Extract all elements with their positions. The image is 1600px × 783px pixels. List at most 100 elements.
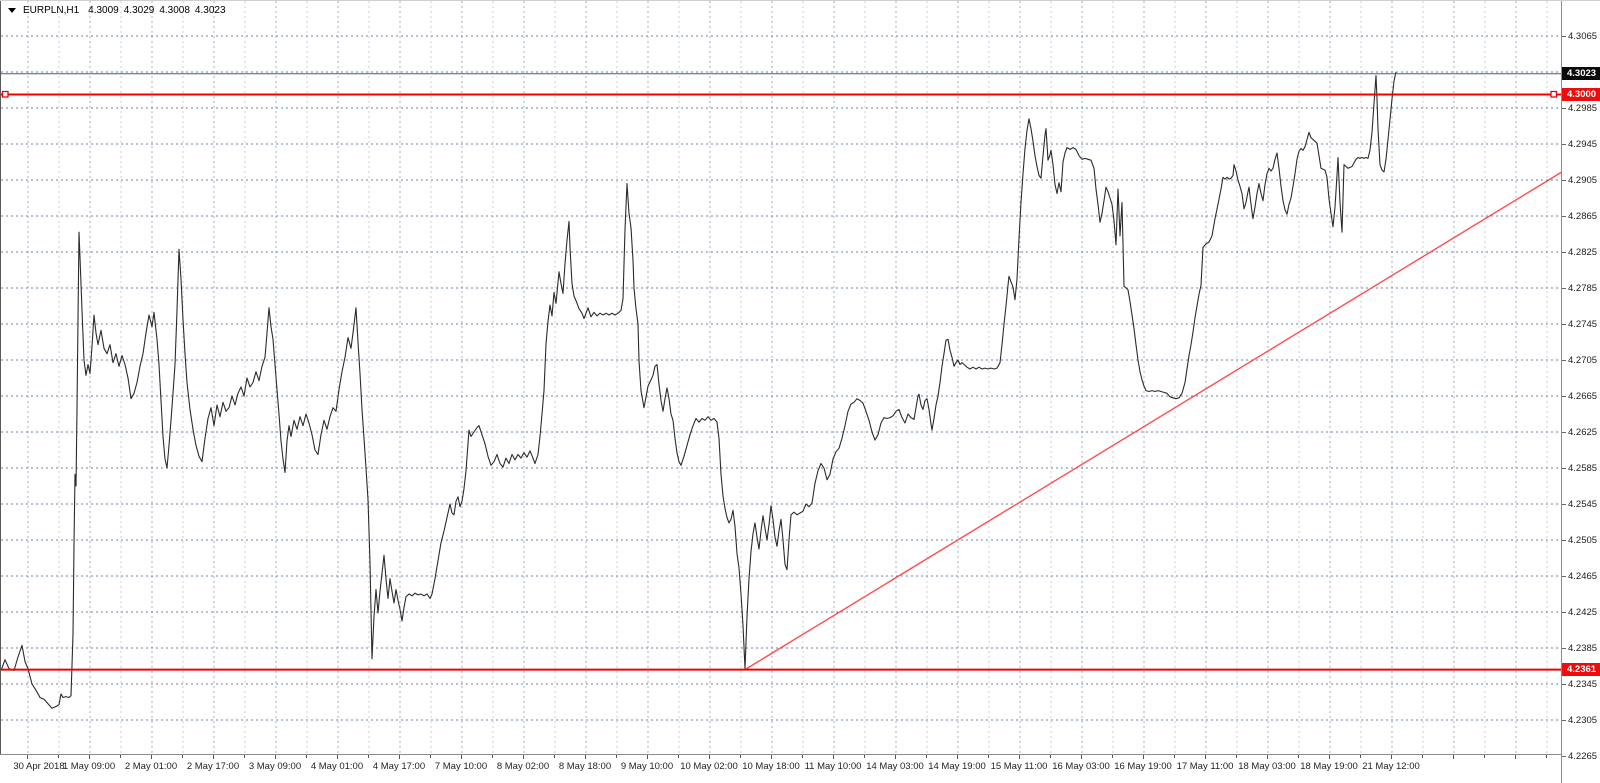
x-axis-tick (213, 755, 214, 759)
x-axis-label: 8 May 18:00 (558, 761, 612, 772)
x-axis-tick (1360, 755, 1361, 758)
time-axis[interactable]: 30 Apr 2018 1 May 09:00 2 May 01:00 2 May 1… (0, 754, 1561, 783)
x-axis-tick (1205, 755, 1206, 759)
close-value: 4.3023 (194, 5, 226, 16)
x-axis-label: 4 May 01:00 (310, 761, 364, 772)
x-axis-tick (1422, 755, 1423, 758)
y-axis-tick (1562, 396, 1566, 397)
x-axis-label: 3 May 09:00 (248, 761, 302, 772)
x-axis-label: 16 May 19:00 (1114, 761, 1172, 772)
x-axis-tick (1484, 755, 1485, 758)
y-axis-label: 4.2505 (1568, 534, 1598, 546)
collapse-triangle-icon[interactable] (8, 8, 16, 13)
y-axis-label: 4.2345 (1568, 678, 1598, 690)
y-axis-tick (1562, 576, 1566, 577)
y-axis-tick (1562, 720, 1566, 721)
high-value: 4.3029 (123, 5, 155, 16)
x-axis-label: 18 May 03:00 (1238, 761, 1296, 772)
y-axis-tick (1562, 684, 1566, 685)
x-axis-tick (58, 755, 59, 758)
low-value: 4.3008 (159, 5, 190, 16)
x-axis-tick (430, 755, 431, 758)
x-axis-label: 18 May 19:00 (1300, 761, 1358, 772)
open-value: 4.3009 (88, 5, 119, 16)
y-axis-label: 4.2945 (1568, 138, 1598, 150)
x-axis-tick (1050, 755, 1051, 758)
y-axis-label: 4.3065 (1568, 30, 1598, 42)
x-axis-tick (368, 755, 369, 758)
x-axis-label: 10 May 02:00 (680, 761, 738, 772)
x-axis-label: 7 May 10:00 (434, 761, 488, 772)
price-axis[interactable]: 4.3065 4.2985 4.2945 4.2905 4.2865 4.2825 4.27… (1561, 1, 1600, 783)
x-axis-label: 15 May 11:00 (990, 761, 1048, 772)
y-axis-tick (1562, 648, 1566, 649)
line-handle[interactable] (1550, 90, 1558, 98)
x-axis-tick (802, 755, 803, 758)
x-axis-tick (1546, 755, 1547, 758)
x-axis-label: 21 May 12:00 (1362, 761, 1420, 772)
x-axis-tick (399, 755, 400, 759)
x-axis-label: 17 May 11:00 (1176, 761, 1234, 772)
y-axis-label: 4.2985 (1568, 102, 1598, 114)
x-axis-tick (1019, 755, 1020, 759)
x-axis-tick (554, 755, 555, 758)
x-axis-tick (461, 755, 462, 759)
symbol-ohlc-readout: EURPLN,H1 4.3009 4.3029 4.3008 4.3023 (8, 5, 231, 19)
x-axis-tick (1391, 755, 1392, 759)
y-axis-tick (1562, 432, 1566, 433)
y-axis-tick (1562, 216, 1566, 217)
x-axis-tick (182, 755, 183, 758)
y-axis-tick (1562, 360, 1566, 361)
y-axis-tick (1562, 504, 1566, 505)
y-axis-tick (1562, 288, 1566, 289)
line-handle[interactable] (1, 90, 9, 98)
price-line-series (1, 71, 1397, 709)
x-axis-tick (1267, 755, 1268, 759)
y-axis-tick (1562, 756, 1566, 757)
x-axis-tick (1112, 755, 1113, 758)
level-price-badge: 4.3000 (1562, 88, 1600, 101)
y-axis-label: 4.2305 (1568, 714, 1598, 726)
x-axis-tick (709, 755, 710, 759)
x-axis-tick (1081, 755, 1082, 759)
x-axis-tick (1515, 755, 1516, 759)
x-axis-label: 2 May 17:00 (186, 761, 240, 772)
x-axis-tick (1174, 755, 1175, 758)
x-axis-tick (275, 755, 276, 759)
y-axis-tick (1562, 180, 1566, 181)
x-axis-tick (926, 755, 927, 758)
y-axis-tick (1562, 324, 1566, 325)
x-axis-label: 9 May 10:00 (620, 761, 674, 772)
x-axis-tick (585, 755, 586, 759)
y-axis-tick (1562, 468, 1566, 469)
x-axis-tick (1329, 755, 1330, 759)
y-axis-tick (1562, 108, 1566, 109)
level-price-badge: 4.2361 (1562, 663, 1600, 677)
y-axis-tick (1562, 252, 1566, 253)
x-axis-tick (306, 755, 307, 758)
x-axis-label: 14 May 19:00 (928, 761, 986, 772)
x-axis-label: 4 May 17:00 (372, 761, 426, 772)
trend-line[interactable] (744, 171, 1562, 671)
y-axis-label: 4.2705 (1568, 354, 1598, 366)
x-axis-tick (1453, 755, 1454, 759)
x-axis-tick (833, 755, 834, 759)
y-axis-label: 4.2265 (1568, 750, 1598, 762)
y-axis-label: 4.2585 (1568, 462, 1598, 474)
x-axis-tick (678, 755, 679, 758)
y-axis-label: 4.2905 (1568, 174, 1598, 186)
y-axis-label: 4.2545 (1568, 498, 1598, 510)
price-chart[interactable] (1, 1, 1562, 754)
y-axis-tick (1562, 540, 1566, 541)
x-axis-tick (616, 755, 617, 758)
y-axis-tick (1562, 144, 1566, 145)
x-axis-tick (895, 755, 896, 759)
x-axis-tick (244, 755, 245, 758)
x-axis-tick (151, 755, 152, 759)
y-axis-label: 4.2865 (1568, 210, 1598, 222)
y-axis-label: 4.2625 (1568, 426, 1598, 438)
y-axis-label: 4.2785 (1568, 282, 1598, 294)
x-axis-tick (1298, 755, 1299, 758)
chart-plot-area[interactable]: EURPLN,H1 4.3009 4.3029 4.3008 4.3023 (0, 1, 1562, 754)
